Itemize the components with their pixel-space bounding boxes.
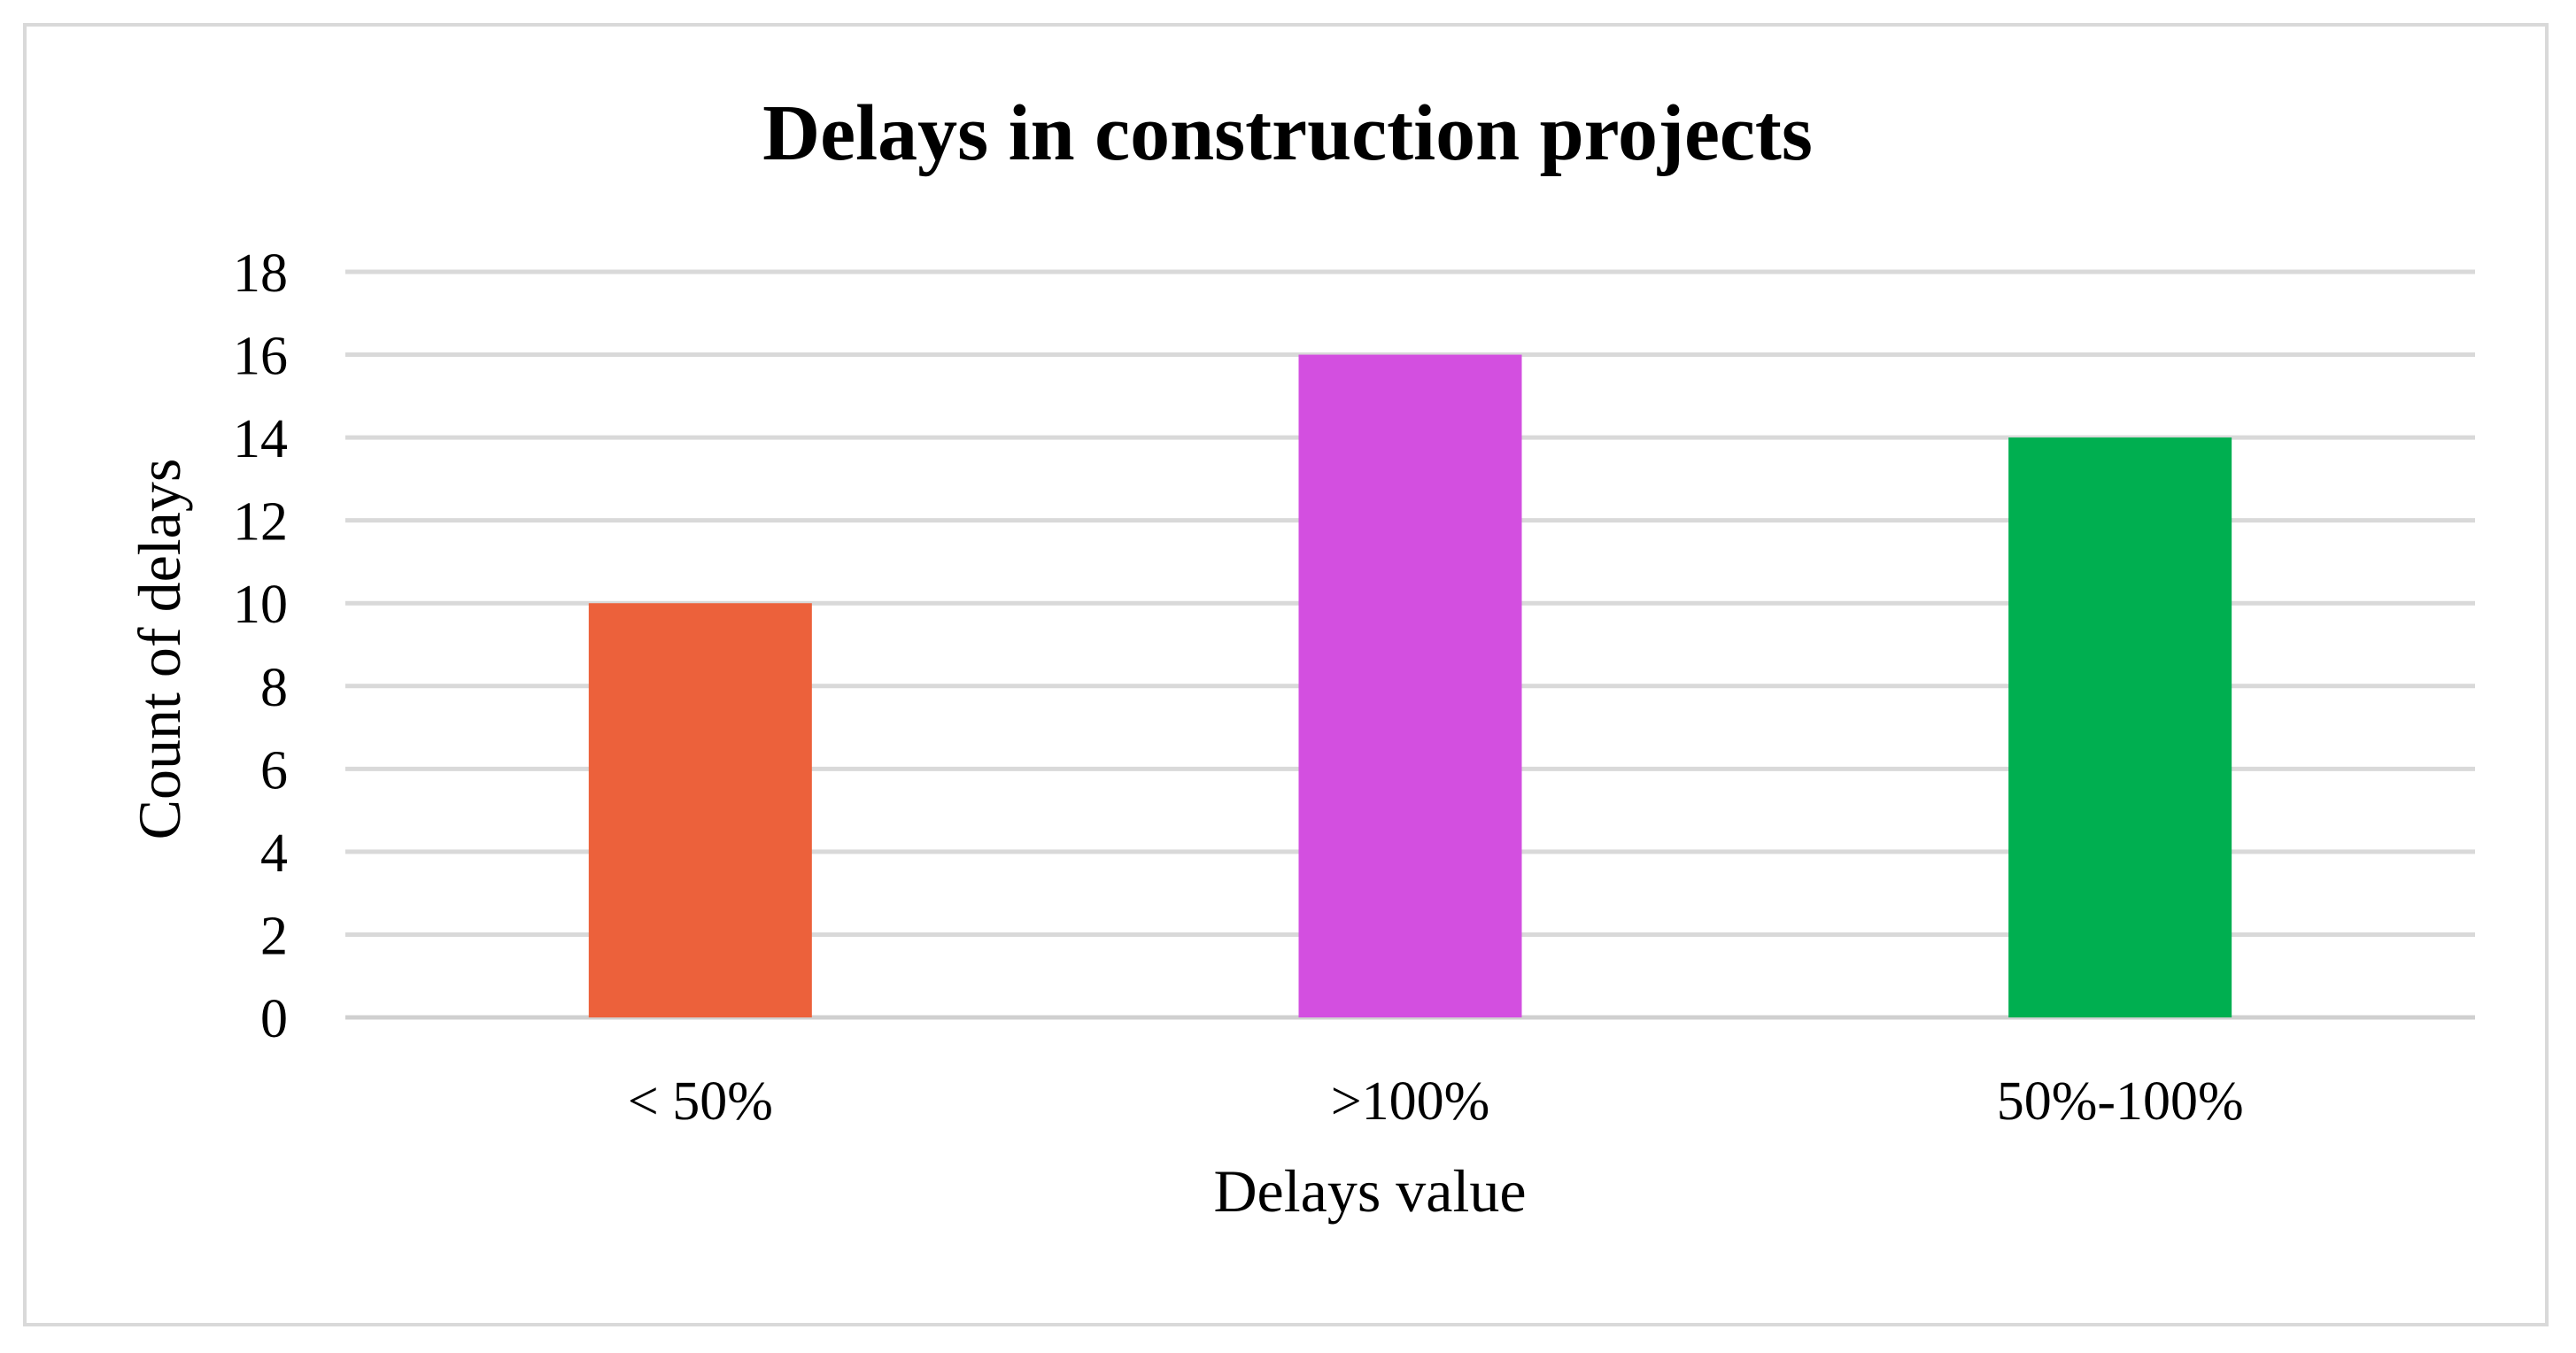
y-axis-ticks: 0 2 4 6 8 10 12 14 16 18 [233,244,288,1049]
y-tick-label: 8 [260,658,288,718]
y-tick-label: 10 [233,575,288,635]
y-axis-label: Count of delays [126,459,193,840]
y-tick-label: 2 [260,906,288,966]
x-tick-label: >100% [1331,1071,1490,1132]
x-axis-label: Delays value [1213,1157,1526,1225]
chart-title: Delays in construction projects [762,89,1813,177]
bars [588,354,2232,1018]
x-tick-label: 50%-100% [1997,1071,2244,1132]
y-tick-label: 18 [233,244,288,304]
y-tick-label: 4 [260,823,288,884]
x-tick-label: < 50% [628,1071,773,1132]
y-tick-label: 6 [260,740,288,800]
bar [2008,437,2232,1018]
y-tick-label: 0 [260,989,288,1049]
bar [1298,354,1522,1017]
y-tick-label: 14 [233,409,288,469]
x-axis-ticks: < 50% >100% 50%-100% [628,1071,2244,1132]
bar [588,603,812,1017]
y-tick-label: 12 [233,492,288,553]
y-tick-label: 16 [233,327,288,387]
